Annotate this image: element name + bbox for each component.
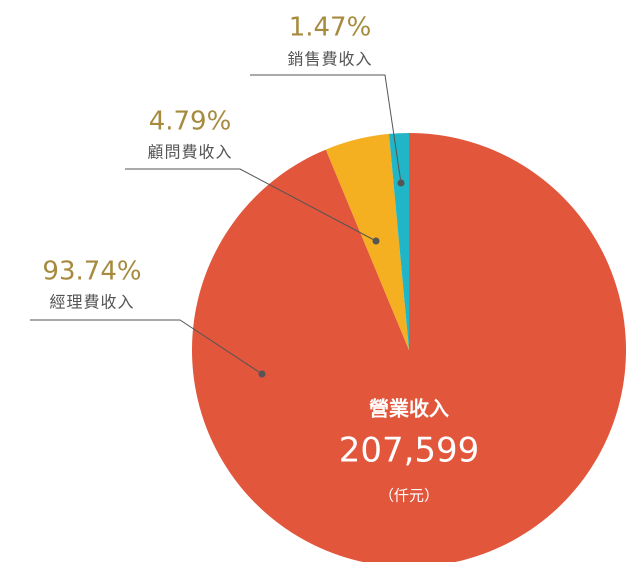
leader-dot [397,179,405,187]
percent-label: 4.79% [149,107,232,137]
leader-line [30,319,263,375]
leader-line [250,74,402,184]
category-label: 顧問費收入 [147,143,232,162]
percent-label: 1.47% [289,13,372,43]
leader-dot [258,370,266,378]
center-value: 207,599 [339,431,480,471]
center-title: 營業收入 [369,397,449,421]
pie-slice [388,133,409,350]
leader-line [125,168,377,242]
leader-dot [372,237,380,245]
center-unit: （仟元） [379,487,439,505]
category-label: 銷售費收入 [287,50,372,69]
pie-slice [325,133,409,350]
category-label: 經理費收入 [49,293,134,312]
percent-label: 93.74% [42,257,141,287]
pie [191,133,626,562]
pie-slice [191,133,626,562]
